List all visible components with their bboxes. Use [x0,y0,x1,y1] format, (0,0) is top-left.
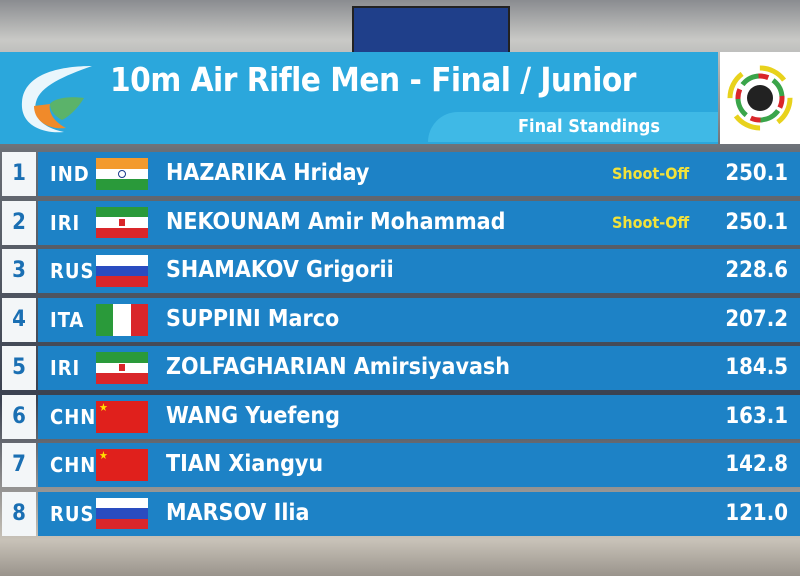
italy-flag-icon [96,303,148,336]
target-logo [720,52,800,144]
nation-code: CHN [50,453,97,477]
nation-code: IRI [50,210,81,235]
athlete-bar: IRI ZOLFAGHARIAN Amirsiyavash 184.5 [38,346,800,390]
athlete-name: WANG Yuefeng [166,402,340,429]
athlete-name: NEKOUNAM Amir Mohammad [166,208,506,235]
score: 163.1 [725,403,788,429]
standing-row: 8 RUS MARSOV Ilia 121.0 [0,491,800,536]
score: 250.1 [725,161,788,186]
header-banner: 10m Air Rifle Men - Final / Junior Final… [0,52,718,144]
nation-code: CHN [50,404,97,429]
athlete-bar: IND HAZARIKA Hriday Shoot-Off 250.1 [38,152,800,196]
iran-flag-icon [96,206,148,239]
standing-row: 1 IND HAZARIKA Hriday Shoot-Off 250.1 [0,152,800,196]
score: 228.6 [725,258,788,283]
standing-row: 5 IRI ZOLFAGHARIAN Amirsiyavash 184.5 [0,346,800,390]
shoot-off-label: Shoot-Off [612,212,690,232]
rank: 8 [2,491,36,536]
athlete-bar: CHN ★ WANG Yuefeng 163.1 [38,394,800,439]
shoot-off-label: Shoot-Off [612,164,690,183]
athlete-name: HAZARIKA Hriday [166,160,370,186]
score: 250.1 [725,209,788,235]
athlete-name: MARSOV Ilia [166,499,310,526]
target-icon [727,65,793,131]
score: 207.2 [725,306,788,332]
athlete-bar: IRI NEKOUNAM Amir Mohammad Shoot-Off 250… [38,200,800,245]
score: 184.5 [725,355,788,380]
nation-code: RUS [50,259,95,283]
athlete-bar: RUS SHAMAKOV Grigorii 228.6 [38,249,800,293]
china-flag-icon: ★ [96,400,148,433]
standings-label: Final Standings [428,112,718,142]
athlete-name: SHAMAKOV Grigorii [166,257,394,283]
rank: 5 [2,346,36,390]
iran-flag-icon [96,352,148,384]
rank: 6 [2,394,36,439]
rank: 2 [2,200,36,245]
nation-code: ITA [50,307,85,332]
event-title: 10m Air Rifle Men - Final / Junior [110,60,636,99]
rank: 1 [2,152,36,196]
india-flag-icon [96,158,148,190]
background-monitor [352,6,510,54]
standing-row: 4 ITA SUPPINI Marco 207.2 [0,297,800,342]
rank: 3 [2,249,36,293]
federation-logo-icon [21,66,92,133]
rank: 4 [2,297,36,342]
standing-row: 7 CHN ★ TIAN Xiangyu 142.8 [0,443,800,487]
standing-row: 2 IRI NEKOUNAM Amir Mohammad Shoot-Off 2… [0,200,800,245]
score: 142.8 [725,452,788,477]
russia-flag-icon [96,255,148,287]
athlete-name: ZOLFAGHARIAN Amirsiyavash [166,354,510,380]
athlete-bar: RUS MARSOV Ilia 121.0 [38,491,800,536]
score: 121.0 [725,500,788,526]
russia-flag-icon [96,497,148,530]
athlete-bar: ITA SUPPINI Marco 207.2 [38,297,800,342]
nation-code: IRI [50,356,81,380]
standing-row: 3 RUS SHAMAKOV Grigorii 228.6 [0,249,800,293]
standing-row: 6 CHN ★ WANG Yuefeng 163.1 [0,394,800,439]
athlete-name: SUPPINI Marco [166,305,340,332]
nation-code: IND [50,162,90,186]
china-flag-icon: ★ [96,449,148,481]
rank: 7 [2,443,36,487]
athlete-name: TIAN Xiangyu [166,451,324,477]
nation-code: RUS [50,501,95,526]
athlete-bar: CHN ★ TIAN Xiangyu 142.8 [38,443,800,487]
